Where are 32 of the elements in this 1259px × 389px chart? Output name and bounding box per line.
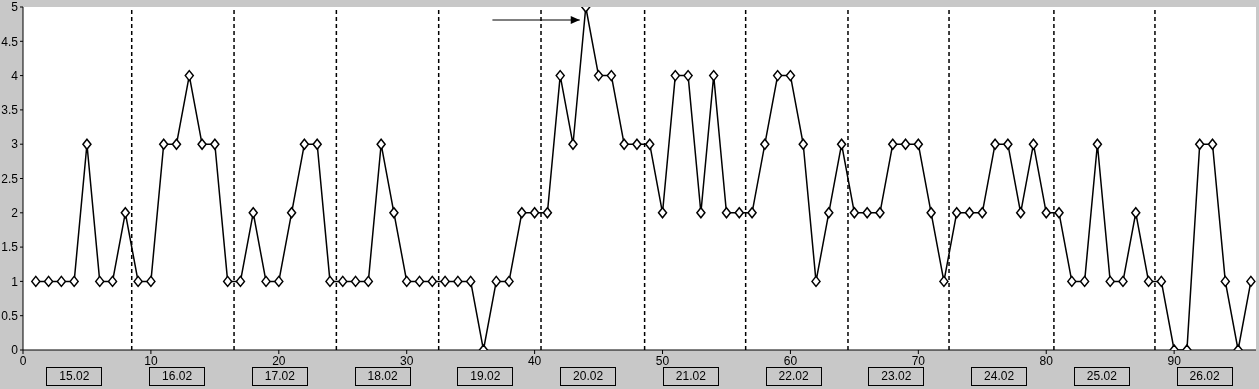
text: 17.02: [251, 367, 308, 386]
x-tick-label: 20: [272, 353, 286, 368]
text: 22.02: [765, 367, 822, 386]
y-tick-label: 4: [11, 68, 19, 83]
text: 16.02: [149, 367, 206, 386]
y-tick-label: 1: [11, 274, 19, 289]
text: 26.02: [1176, 367, 1233, 386]
x-tick-label: 30: [400, 353, 414, 368]
y-tick-label: 0.5: [1, 308, 19, 323]
text: 25.02: [1073, 367, 1130, 386]
x-tick-label: 60: [783, 353, 798, 368]
x-tick-label: 10: [144, 353, 158, 368]
y-tick-label: 4.5: [1, 34, 19, 49]
text: 24.02: [971, 367, 1028, 386]
y-tick-label: 1.5: [1, 240, 19, 255]
y-tick-label: 2: [11, 206, 19, 221]
y-tick-label: 5: [11, 0, 19, 15]
y-tick-label: 0: [11, 343, 19, 358]
y-tick-label: 3.5: [1, 103, 19, 118]
text: 15.02: [46, 367, 103, 386]
text: 23.02: [868, 367, 925, 386]
y-tick-label: 2.5: [1, 171, 19, 186]
text: 19.02: [457, 367, 514, 386]
text: 21.02: [662, 367, 719, 386]
x-tick-label: 80: [1039, 353, 1054, 368]
text: 18.02: [354, 367, 411, 386]
y-tick-label: 3: [11, 137, 19, 152]
x-tick-label: 50: [655, 353, 670, 368]
x-tick-label: 70: [911, 353, 926, 368]
x-tick-label: 90: [1167, 353, 1182, 368]
text: 20.02: [560, 367, 617, 386]
x-tick-label: 40: [527, 353, 542, 368]
